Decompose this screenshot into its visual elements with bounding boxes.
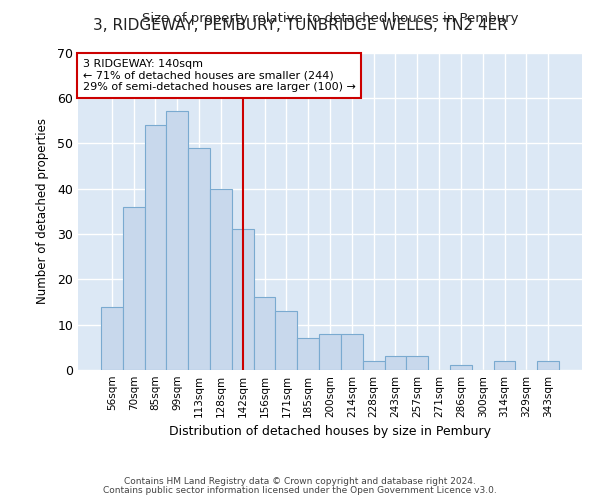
Text: Contains HM Land Registry data © Crown copyright and database right 2024.: Contains HM Land Registry data © Crown c… xyxy=(124,477,476,486)
Bar xyxy=(297,338,319,370)
Bar xyxy=(188,148,210,370)
Bar xyxy=(450,366,472,370)
Bar xyxy=(232,230,254,370)
Text: 3 RIDGEWAY: 140sqm
← 71% of detached houses are smaller (244)
29% of semi-detach: 3 RIDGEWAY: 140sqm ← 71% of detached hou… xyxy=(83,59,356,92)
Title: Size of property relative to detached houses in Pembury: Size of property relative to detached ho… xyxy=(142,12,518,25)
Bar xyxy=(406,356,428,370)
Bar xyxy=(537,361,559,370)
Y-axis label: Number of detached properties: Number of detached properties xyxy=(36,118,49,304)
Bar xyxy=(254,298,275,370)
Text: Contains public sector information licensed under the Open Government Licence v3: Contains public sector information licen… xyxy=(103,486,497,495)
X-axis label: Distribution of detached houses by size in Pembury: Distribution of detached houses by size … xyxy=(169,426,491,438)
Bar xyxy=(494,361,515,370)
Text: 3, RIDGEWAY, PEMBURY, TUNBRIDGE WELLS, TN2 4ER: 3, RIDGEWAY, PEMBURY, TUNBRIDGE WELLS, T… xyxy=(92,18,508,32)
Bar xyxy=(319,334,341,370)
Bar xyxy=(341,334,363,370)
Bar xyxy=(145,125,166,370)
Bar xyxy=(166,112,188,370)
Bar xyxy=(363,361,385,370)
Bar xyxy=(275,311,297,370)
Bar xyxy=(101,306,123,370)
Bar xyxy=(123,206,145,370)
Bar xyxy=(210,188,232,370)
Bar xyxy=(385,356,406,370)
